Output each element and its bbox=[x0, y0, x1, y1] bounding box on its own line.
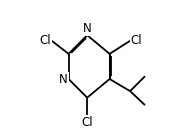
Text: Cl: Cl bbox=[131, 34, 142, 47]
Text: N: N bbox=[59, 72, 68, 86]
Text: Cl: Cl bbox=[40, 34, 51, 47]
Text: Cl: Cl bbox=[81, 116, 93, 129]
Text: N: N bbox=[83, 22, 92, 35]
